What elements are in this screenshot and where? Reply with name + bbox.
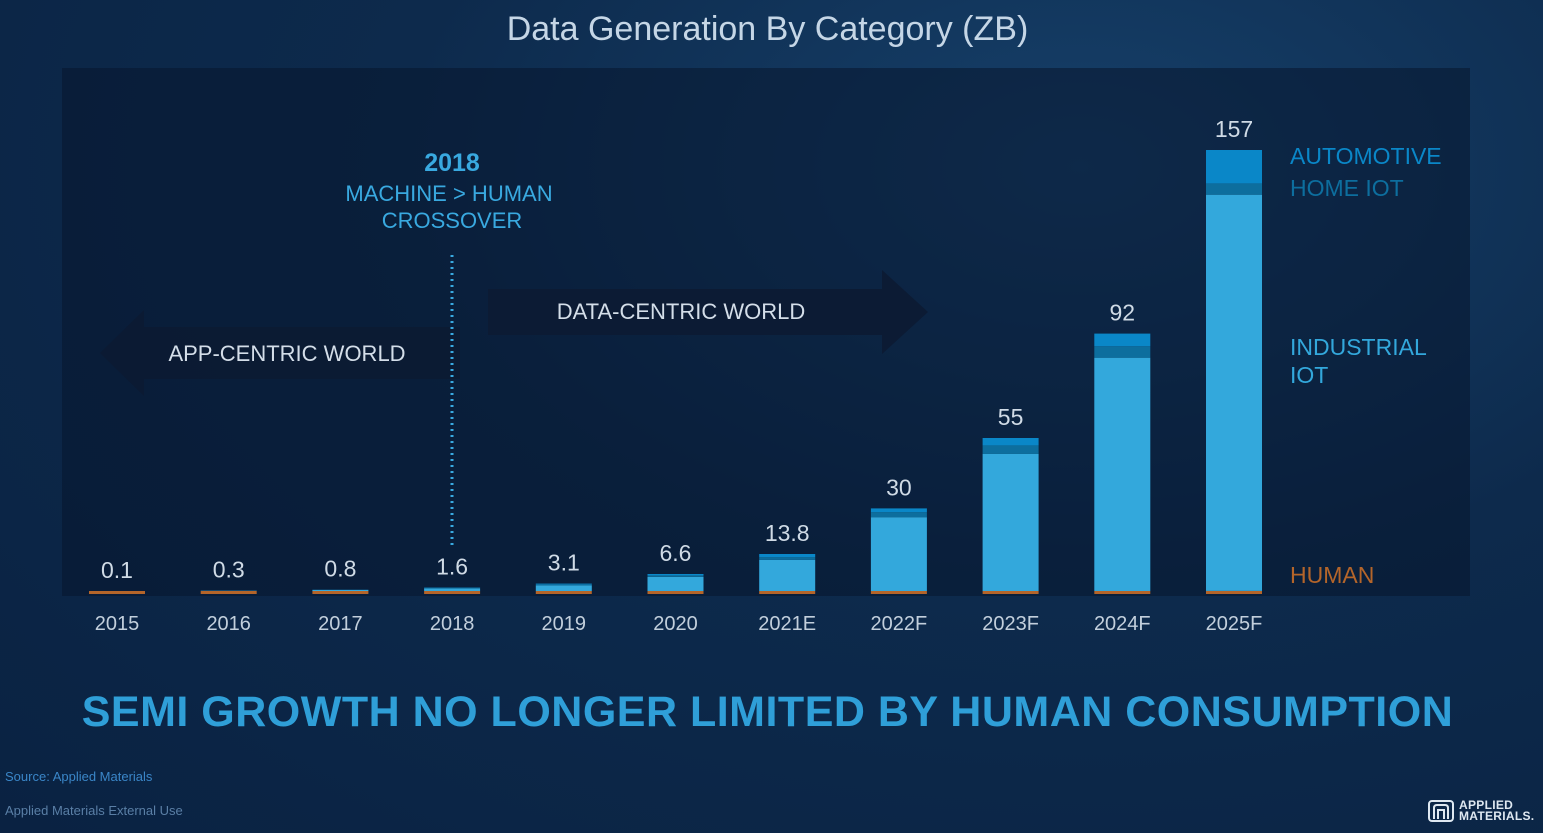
value-label-2020: 6.6 <box>660 540 692 566</box>
data-centric-label: DATA-CENTRIC WORLD <box>557 299 806 324</box>
x-tick-label-2025f: 2025F <box>1206 613 1263 635</box>
x-tick-label-2021e: 2021E <box>758 613 816 635</box>
data-centric-arrow: DATA-CENTRIC WORLD <box>488 270 928 354</box>
bar-segment-human-2023f <box>982 591 1039 594</box>
bar-segment-automotive-2022f <box>870 508 927 513</box>
bar-segment-automotive-2019 <box>535 583 592 585</box>
x-tick-label-2019: 2019 <box>542 613 587 635</box>
bar-segment-human-2022f <box>870 591 927 594</box>
bar-segment-industrial-iot-2021e <box>759 559 816 591</box>
legend-home-iot: HOME IOT <box>1290 175 1404 201</box>
applied-materials-logo-icon <box>1428 800 1454 822</box>
legend-industrial-iot-line-2: IOT <box>1290 362 1328 388</box>
headline: SEMI GROWTH NO LONGER LIMITED BY HUMAN C… <box>81 688 1454 736</box>
bar-segment-human-2025f <box>1206 590 1262 594</box>
bar-segment-industrial-iot-2023f <box>982 453 1039 591</box>
x-tick-label-2020: 2020 <box>653 613 698 635</box>
bar-segment-human-2021e <box>759 591 816 594</box>
bar-segment-industrial-iot-2017 <box>312 589 369 591</box>
bar-segment-automotive-2020 <box>647 574 704 576</box>
x-tick-label-2017: 2017 <box>318 613 363 635</box>
bar-segment-automotive-2025f <box>1206 150 1262 184</box>
logo-line-2: MATERIALS. <box>1459 809 1535 823</box>
x-tick-label-2016: 2016 <box>206 613 251 635</box>
value-label-2024f: 92 <box>1110 300 1136 326</box>
app-centric-arrow: APP-CENTRIC WORLD <box>100 310 460 396</box>
bar-segment-home-iot-2020 <box>647 575 704 577</box>
x-tick-label-2022f: 2022F <box>871 613 928 635</box>
x-tick-label-2018: 2018 <box>430 613 475 635</box>
value-label-2021e: 13.8 <box>765 520 810 546</box>
bar-series-group: 0.1 2015 0.3 2016 0.8 2017 1.6 2018 3.1 2019 6.6 20… <box>89 116 1262 635</box>
bar-segment-home-iot-2019 <box>535 584 592 586</box>
bar-segment-automotive-2024f <box>1094 333 1151 347</box>
bar-segment-human-2015 <box>89 591 145 594</box>
legend: AUTOMOTIVE HOME IOT INDUSTRIAL IOT HUMAN <box>1290 143 1442 588</box>
logo-wordmark: APPLIED MATERIALS. <box>1459 798 1535 823</box>
crossover-line-1: MACHINE > HUMAN <box>345 181 552 206</box>
bar-segment-home-iot-2023f <box>982 445 1039 454</box>
value-label-2019: 3.1 <box>548 550 580 576</box>
legend-industrial-iot: INDUSTRIAL IOT <box>1290 334 1432 388</box>
bar-segment-human-2016 <box>200 591 257 594</box>
x-tick-label-2024f: 2024F <box>1094 613 1151 635</box>
legend-human: HUMAN <box>1290 562 1374 588</box>
value-label-2016: 0.3 <box>213 557 245 583</box>
bar-segment-industrial-iot-2018 <box>424 588 481 591</box>
bar-segment-industrial-iot-2020 <box>647 576 704 591</box>
value-label-2017: 0.8 <box>324 556 356 582</box>
bar-segment-industrial-iot-2022f <box>870 517 927 591</box>
bar-segment-human-2020 <box>647 591 704 594</box>
bar-segment-human-2024f <box>1094 591 1151 594</box>
bar-segment-automotive-2021e <box>759 554 816 558</box>
crossover-year: 2018 <box>424 149 480 177</box>
value-label-2022f: 30 <box>886 474 912 500</box>
bar-segment-industrial-iot-2024f <box>1094 357 1151 591</box>
usage-note: Applied Materials External Use <box>5 803 183 818</box>
bar-segment-home-iot-2025f <box>1206 183 1262 195</box>
logo-line-1: APPLIED <box>1459 798 1514 812</box>
x-tick-label-2023f: 2023F <box>982 613 1039 635</box>
value-label-2015: 0.1 <box>101 557 133 583</box>
bar-segment-human-2019 <box>535 591 592 594</box>
bar-segment-human-2017 <box>312 591 369 594</box>
bar-segment-home-iot-2021e <box>759 557 816 560</box>
app-centric-label: APP-CENTRIC WORLD <box>168 341 405 366</box>
bar-segment-automotive-2023f <box>982 438 1039 446</box>
bar-segment-human-2018 <box>424 591 481 594</box>
bar-segment-home-iot-2024f <box>1094 346 1151 358</box>
applied-materials-logo: APPLIED MATERIALS. <box>1428 797 1536 825</box>
value-label-2025f: 157 <box>1215 116 1253 142</box>
value-label-2023f: 55 <box>998 404 1024 430</box>
source-note: Source: Applied Materials <box>5 769 153 784</box>
value-label-2018: 1.6 <box>436 554 468 580</box>
crossover-annotation: 2018 MACHINE > HUMAN CROSSOVER <box>345 149 553 548</box>
chart-title: Data Generation By Category (ZB) <box>506 10 1029 48</box>
bar-segment-industrial-iot-2019 <box>535 585 592 591</box>
app-centric-arrow-shape <box>100 310 460 396</box>
bar-segment-industrial-iot-2025f <box>1206 194 1262 591</box>
crossover-line-2: CROSSOVER <box>382 208 523 233</box>
legend-industrial-iot-line-1: INDUSTRIAL <box>1290 334 1427 360</box>
x-tick-label-2015: 2015 <box>95 613 140 635</box>
data-centric-arrow-shape <box>488 270 928 354</box>
legend-automotive: AUTOMOTIVE <box>1290 143 1442 169</box>
bar-segment-home-iot-2022f <box>870 512 927 518</box>
